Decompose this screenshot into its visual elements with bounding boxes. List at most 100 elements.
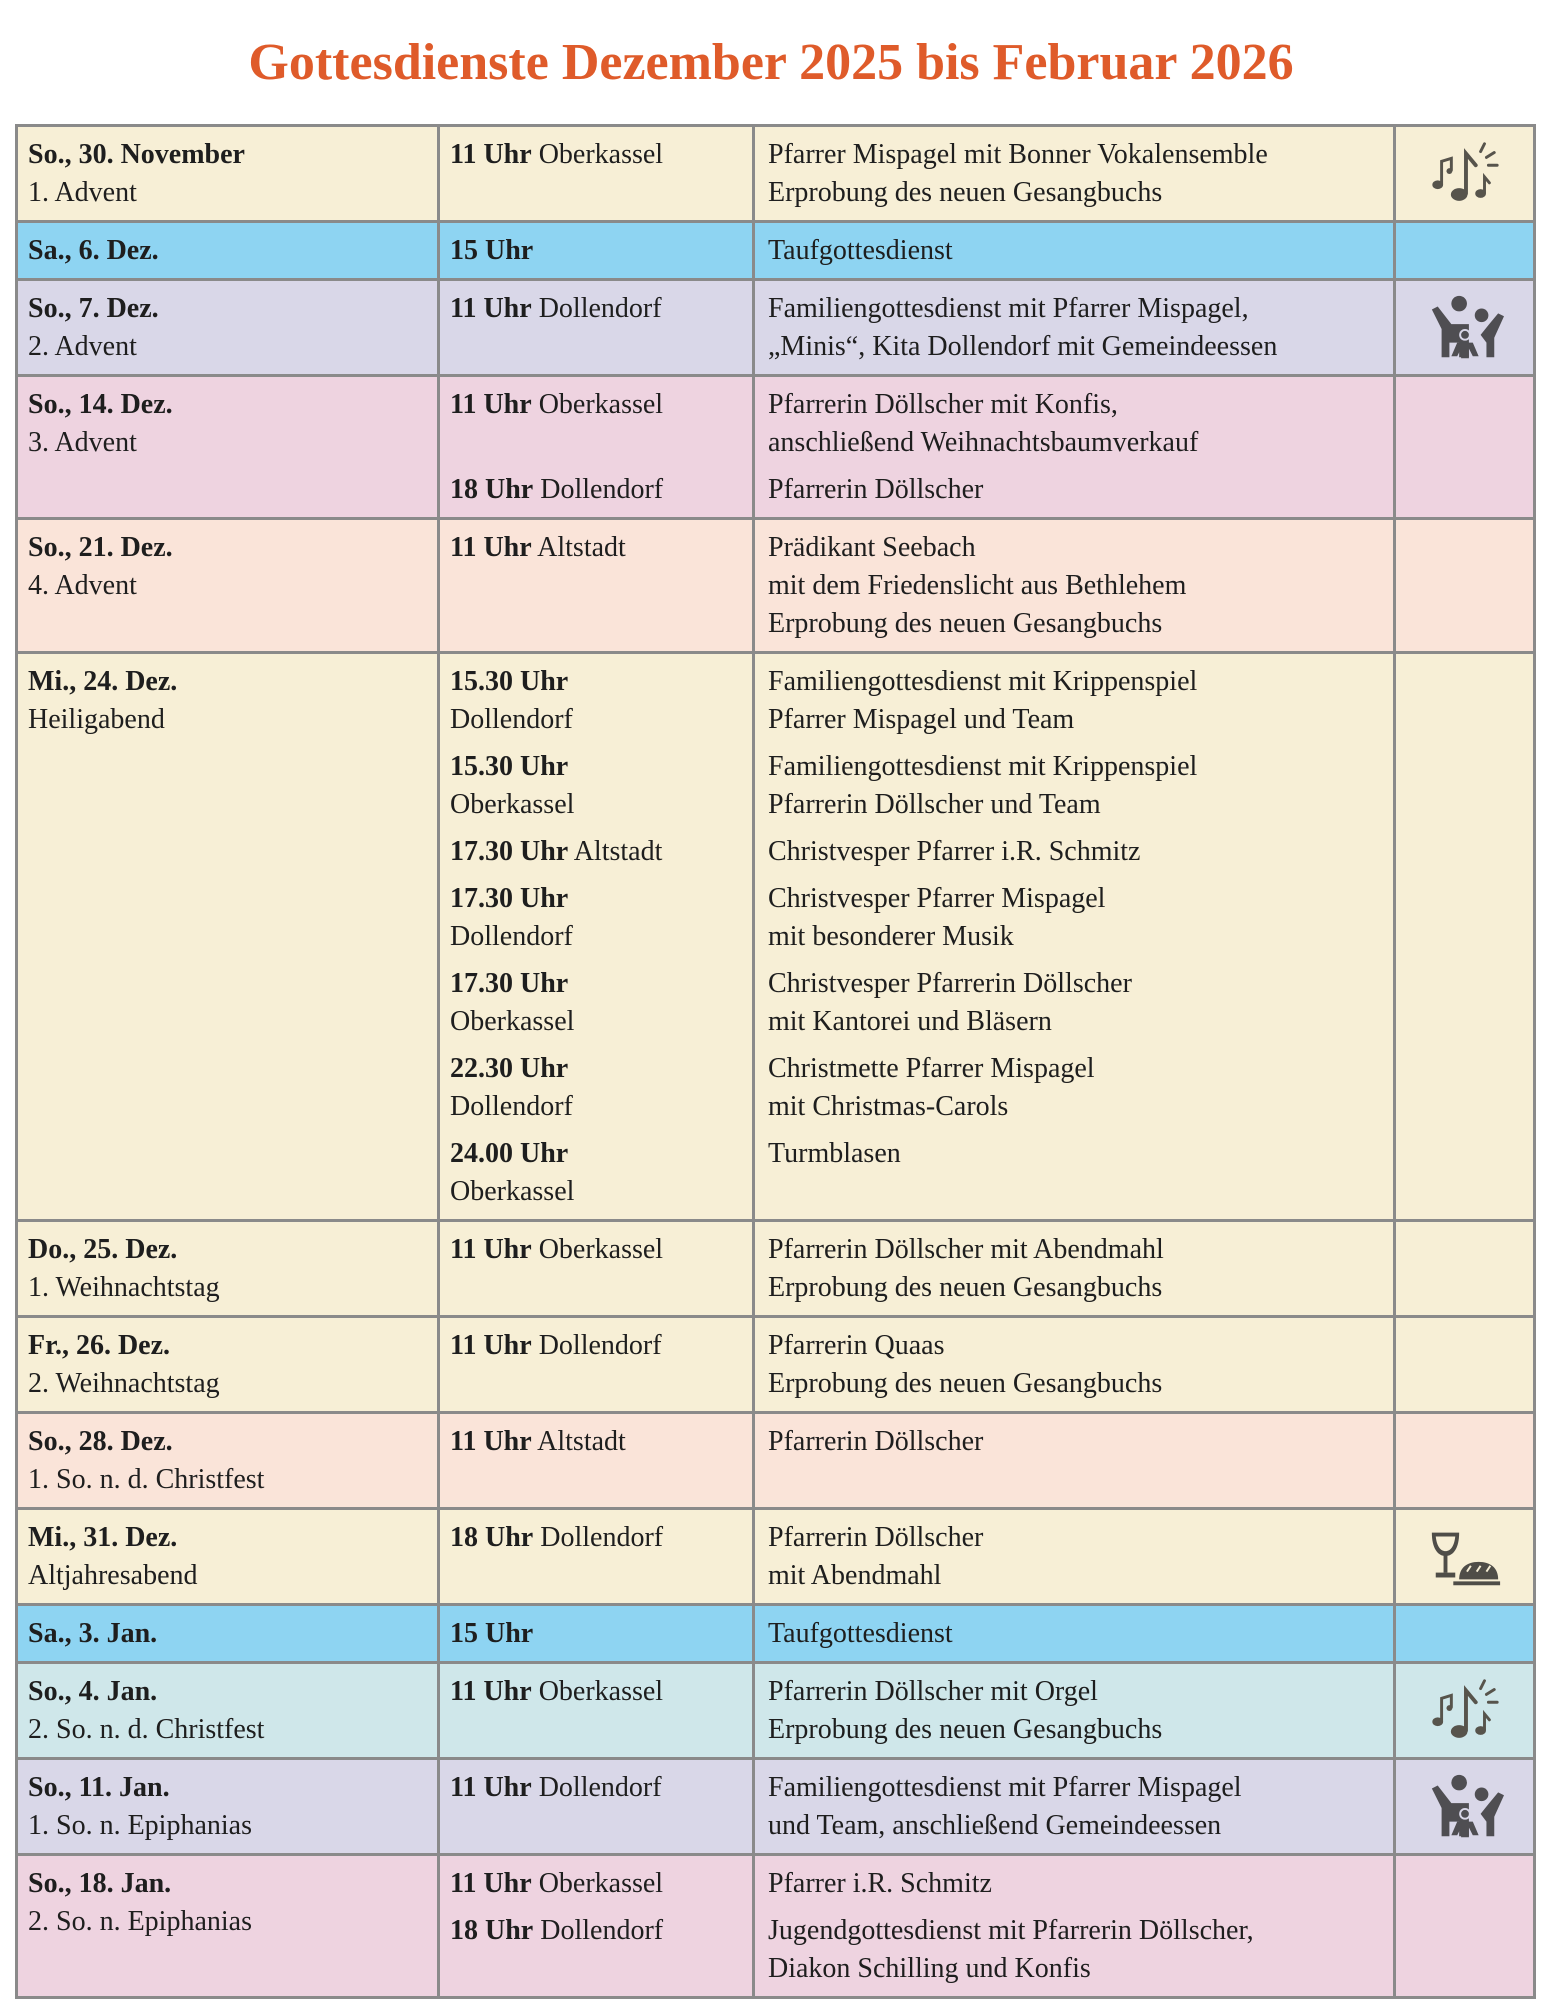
service-entry: 11 Uhr Oberkassel Pfarrerin Döllscher mi… bbox=[440, 386, 1393, 462]
time: 24.00 Uhr bbox=[450, 1138, 569, 1169]
description-line: Turmblasen bbox=[768, 1138, 901, 1169]
description-line: Erprobung des neuen Gesangbuchs bbox=[768, 608, 1163, 639]
occasion: 1. So. n. Epiphanias bbox=[28, 1810, 252, 1841]
location: Dollendorf bbox=[540, 1522, 664, 1553]
occasion: 1. So. n. d. Christfest bbox=[28, 1464, 265, 1495]
date: So., 7. Dez. bbox=[28, 293, 159, 324]
occasion: 1. Weihnachtstag bbox=[28, 1272, 220, 1303]
time-cell: 17.30 Uhr Dollendorf bbox=[440, 880, 755, 956]
page-title: Gottesdienste Dezember 2025 bis Februar … bbox=[248, 34, 1294, 91]
description-line: Erprobung des neuen Gesangbuchs bbox=[768, 1272, 1163, 1303]
occasion: Altjahresabend bbox=[28, 1560, 198, 1591]
date-cell: So., 30. November 1. Advent bbox=[18, 127, 440, 220]
service-entry: 11 Uhr Oberkassel Pfarrer Mispagel mit B… bbox=[440, 136, 1393, 212]
service-entry: 11 Uhr Altstadt Pfarrerin Döllscher bbox=[440, 1423, 1393, 1461]
description-line: Familiengottesdienst mit Pfarrer Mispage… bbox=[768, 293, 1249, 324]
location: Dollendorf bbox=[540, 1915, 664, 1946]
time-cell: 17.30 Uhr Oberkassel bbox=[440, 965, 755, 1041]
date-cell: So., 28. Dez. 1. So. n. d. Christfest bbox=[18, 1414, 440, 1507]
date: Do., 25. Dez. bbox=[28, 1234, 178, 1265]
occasion: Heiligabend bbox=[28, 704, 165, 735]
time-cell: 11 Uhr Oberkassel bbox=[440, 1231, 755, 1307]
location: Oberkassel bbox=[538, 1868, 664, 1899]
date-cell: So., 11. Jan. 1. So. n. Epiphanias bbox=[18, 1760, 440, 1853]
description-cell: Familiengottesdienst mit Krippenspiel Pfa… bbox=[755, 748, 1393, 824]
description-cell: Familiengottesdienst mit Pfarrer Mispage… bbox=[755, 290, 1393, 366]
icon-cell-empty bbox=[1393, 1856, 1533, 1996]
description-cell: Pfarrerin Döllscher mit Konfis, anschließ… bbox=[755, 386, 1393, 462]
description-cell: Taufgottesdienst bbox=[755, 232, 1393, 270]
entries: 18 Uhr Dollendorf Pfarrerin Döllscher mit… bbox=[440, 1510, 1393, 1603]
time: 11 Uhr bbox=[450, 1772, 532, 1803]
description-line: Familiengottesdienst mit Pfarrer Mispage… bbox=[768, 1772, 1242, 1803]
description-line: „Minis“, Kita Dollendorf mit Gemeindeess… bbox=[768, 331, 1278, 362]
time: 11 Uhr bbox=[450, 1868, 532, 1899]
date-cell: So., 18. Jan. 2. So. n. Epiphanias bbox=[18, 1856, 440, 1996]
location: Oberkassel bbox=[538, 139, 664, 170]
time: 17.30 Uhr bbox=[450, 883, 569, 914]
time-cell: 18 Uhr Dollendorf bbox=[440, 1912, 755, 1988]
icon-cell-empty bbox=[1393, 520, 1533, 651]
occasion: 2. So. n. Epiphanias bbox=[28, 1906, 252, 1937]
description-line: Erprobung des neuen Gesangbuchs bbox=[768, 1714, 1163, 1745]
location: Dollendorf bbox=[538, 1330, 662, 1361]
date: So., 18. Jan. bbox=[28, 1868, 172, 1899]
icon-cell-empty bbox=[1393, 1222, 1533, 1315]
time-cell: 11 Uhr Oberkassel bbox=[440, 136, 755, 212]
location: Dollendorf bbox=[450, 921, 573, 952]
entries: 11 Uhr Oberkassel Pfarrer i.R. Schmitz 1… bbox=[440, 1856, 1393, 1996]
icon-cell-empty bbox=[1393, 377, 1533, 517]
description-line: Pfarrer Mispagel und Team bbox=[768, 704, 1075, 735]
location: Dollendorf bbox=[450, 1091, 573, 1122]
description-line: Pfarrerin Döllscher bbox=[768, 1522, 984, 1553]
time: 11 Uhr bbox=[450, 1330, 532, 1361]
time: 17.30 Uhr bbox=[450, 836, 569, 867]
location: Altstadt bbox=[573, 836, 663, 867]
date-cell: Sa., 3. Jan. bbox=[18, 1606, 440, 1661]
service-entry: 17.30 Uhr Oberkassel Christvesper Pfarre… bbox=[440, 965, 1393, 1041]
service-entry: 18 Uhr Dollendorf Pfarrerin Döllscher bbox=[440, 471, 1393, 509]
time-cell: 11 Uhr Oberkassel bbox=[440, 1673, 755, 1749]
time: 11 Uhr bbox=[450, 389, 532, 420]
entries: 11 Uhr Oberkassel Pfarrer Mispagel mit B… bbox=[440, 127, 1393, 220]
description-line: Pfarrerin Döllscher bbox=[768, 474, 984, 505]
time-cell: 24.00 Uhr Oberkassel bbox=[440, 1135, 755, 1211]
service-entry: 18 Uhr Dollendorf Jugendgottesdienst mit… bbox=[440, 1912, 1393, 1988]
description-line: Pfarrerin Döllscher mit Konfis, bbox=[768, 389, 1118, 420]
service-entry: 17.30 Uhr Altstadt Christvesper Pfarrer … bbox=[440, 833, 1393, 871]
description-line: Pfarrerin Döllscher bbox=[768, 1426, 984, 1457]
table-row: Sa., 3. Jan. 15 Uhr Taufgottesdienst bbox=[18, 1603, 1533, 1661]
description-cell: Familiengottesdienst mit Pfarrer Mispage… bbox=[755, 1769, 1393, 1845]
description-line: Taufgottesdienst bbox=[768, 235, 953, 266]
time-cell: 11 Uhr Dollendorf bbox=[440, 1327, 755, 1403]
location: Oberkassel bbox=[450, 789, 575, 820]
time: 11 Uhr bbox=[450, 139, 532, 170]
description-line: Erprobung des neuen Gesangbuchs bbox=[768, 1368, 1163, 1399]
date: Sa., 3. Jan. bbox=[28, 1618, 158, 1649]
date-cell: Mi., 24. Dez. Heiligabend bbox=[18, 654, 440, 1219]
table-row: So., 11. Jan. 1. So. n. Epiphanias 11 Uh… bbox=[18, 1757, 1533, 1853]
description-line: mit Kantorei und Bläsern bbox=[768, 1006, 1052, 1037]
date: So., 14. Dez. bbox=[28, 389, 173, 420]
time: 15.30 Uhr bbox=[450, 751, 569, 782]
description-line: Christvesper Pfarrerin Döllscher bbox=[768, 968, 1132, 999]
time: 11 Uhr bbox=[450, 293, 532, 324]
service-entry: 11 Uhr Dollendorf Familiengottesdienst m… bbox=[440, 1769, 1393, 1845]
time: 15.30 Uhr bbox=[450, 666, 569, 697]
date-cell: Mi., 31. Dez. Altjahresabend bbox=[18, 1510, 440, 1603]
description-line: Erprobung des neuen Gesangbuchs bbox=[768, 177, 1163, 208]
location: Dollendorf bbox=[450, 704, 573, 735]
date: Mi., 31. Dez. bbox=[28, 1522, 178, 1553]
date: So., 11. Jan. bbox=[28, 1772, 170, 1803]
time-cell: 15.30 Uhr Dollendorf bbox=[440, 663, 755, 739]
description-line: und Team, anschließend Gemeindeessen bbox=[768, 1810, 1222, 1841]
table-row: So., 28. Dez. 1. So. n. d. Christfest 11… bbox=[18, 1411, 1533, 1507]
description-line: Pfarrerin Quaas bbox=[768, 1330, 945, 1361]
service-entry: 11 Uhr Altstadt Prädikant Seebach mit dem… bbox=[440, 529, 1393, 643]
time: 11 Uhr bbox=[450, 1234, 532, 1265]
description-line: Pfarrer Mispagel mit Bonner Vokalensembl… bbox=[768, 139, 1268, 170]
entries: 15 Uhr Taufgottesdienst bbox=[440, 223, 1393, 278]
service-entry: 15 Uhr Taufgottesdienst bbox=[440, 232, 1393, 270]
date: So., 4. Jan. bbox=[28, 1676, 158, 1707]
location: Altstadt bbox=[537, 1426, 626, 1457]
